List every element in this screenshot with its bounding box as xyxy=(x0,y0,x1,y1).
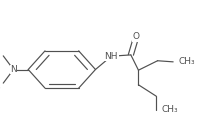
Text: CH₃: CH₃ xyxy=(162,105,178,114)
Text: CH₃: CH₃ xyxy=(179,57,195,66)
Text: NH: NH xyxy=(105,52,118,61)
Text: O: O xyxy=(132,32,139,41)
Text: CH₃: CH₃ xyxy=(0,82,1,91)
Text: N: N xyxy=(10,65,17,74)
